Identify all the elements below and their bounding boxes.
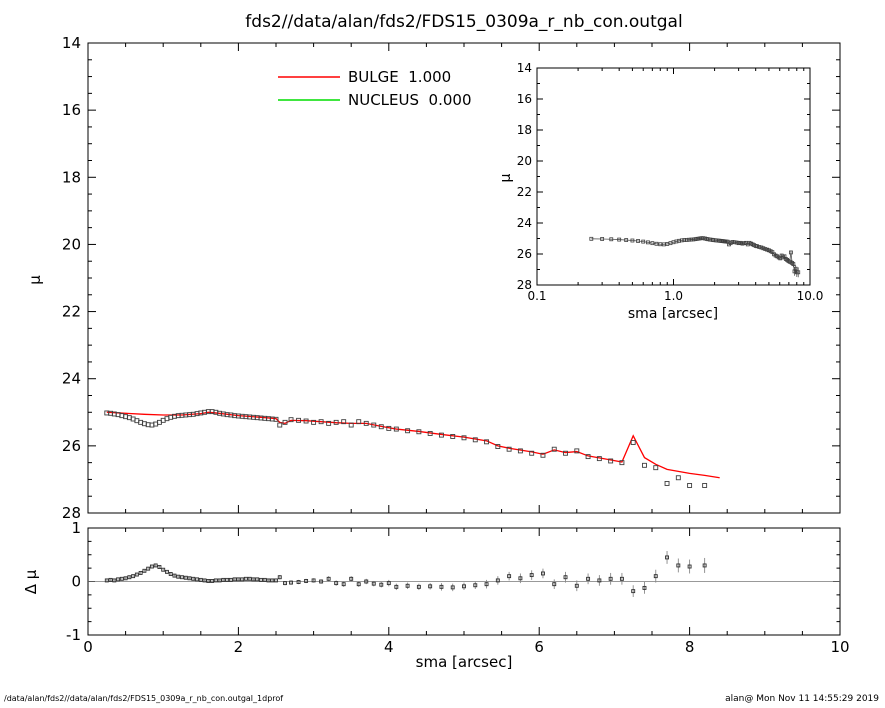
svg-text:24: 24 — [517, 216, 532, 230]
svg-text:20: 20 — [62, 235, 81, 253]
svg-text:1: 1 — [71, 519, 81, 537]
svg-text:4: 4 — [384, 638, 394, 656]
main-plot-layer: 14 16 18 20 22 24 26 28 — [62, 34, 841, 522]
residual-y-axis-label: Δ μ — [22, 569, 40, 594]
svg-text:0.1: 0.1 — [527, 289, 546, 303]
svg-text:2: 2 — [234, 638, 244, 656]
svg-text:16: 16 — [517, 92, 532, 106]
svg-text:26: 26 — [517, 247, 532, 261]
legend: BULGE 1.000 NUCLEUS 0.000 — [278, 68, 472, 109]
svg-text:18: 18 — [517, 123, 532, 137]
svg-text:10: 10 — [830, 638, 849, 656]
main-y-axis-label: μ — [26, 275, 44, 285]
svg-text:6: 6 — [534, 638, 544, 656]
svg-text:20: 20 — [517, 154, 532, 168]
svg-text:22: 22 — [517, 185, 532, 199]
bulge-legend-label: BULGE 1.000 — [348, 68, 451, 86]
svg-text:28: 28 — [62, 504, 81, 522]
x-axis-label: sma [arcsec] — [416, 653, 513, 671]
svg-text:8: 8 — [685, 638, 695, 656]
svg-text:1.0: 1.0 — [664, 289, 683, 303]
footer-user-timestamp: alan@ Mon Nov 11 14:55:29 2019 — [725, 694, 879, 704]
svg-text:18: 18 — [62, 168, 81, 186]
inset-plot-layer: 14 16 18 20 22 24 26 280.1 1.0 10.0 — [517, 61, 824, 303]
svg-text:14: 14 — [517, 61, 532, 75]
svg-text:-1: -1 — [66, 626, 81, 644]
inset-x-axis-label: sma [arcsec] — [628, 306, 718, 322]
plot-title: fds2//data/alan/fds2/FDS15_0309a_r_nb_co… — [245, 12, 682, 32]
svg-text:28: 28 — [517, 278, 532, 292]
inset-y-axis-label: μ — [498, 173, 514, 182]
svg-text:16: 16 — [62, 101, 81, 119]
nucleus-legend-label: NUCLEUS 0.000 — [348, 91, 472, 109]
svg-text:0: 0 — [83, 638, 93, 656]
svg-text:26: 26 — [62, 437, 81, 455]
svg-text:0: 0 — [71, 573, 81, 591]
footer-path: /data/alan/fds2//data/alan/fds2/FDS15_03… — [4, 694, 283, 703]
svg-text:14: 14 — [62, 34, 81, 52]
svg-text:10.0: 10.0 — [797, 289, 824, 303]
svg-text:22: 22 — [62, 303, 81, 321]
svg-text:24: 24 — [62, 370, 81, 388]
